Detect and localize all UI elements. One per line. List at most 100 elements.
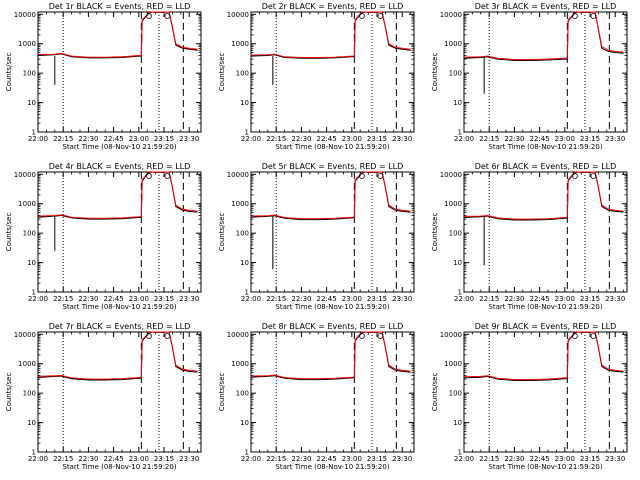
panel-det-4: Det 4r BLACK = Events, RED = LLD 1 10 100 10… (5, 162, 202, 311)
panel-det-5: Det 5r BLACK = Events, RED = LLD 1 10 100 10… (218, 162, 415, 311)
saturation-marker (359, 173, 365, 179)
saturation-marker (164, 13, 171, 19)
x-tick-label: 22:45 (317, 295, 337, 303)
panel-det-7: Det 7r BLACK = Events, RED = LLD 1 10 100 10… (5, 322, 202, 471)
saturation-marker (590, 13, 597, 19)
x-tick-label: 23:00 (129, 455, 149, 463)
y-tick-label: 1000 (444, 200, 462, 208)
x-tick-label: 22:30 (291, 455, 311, 463)
panel-title: Det 4r BLACK = Events, RED = LLD (49, 162, 191, 171)
x-axis-label: Start Time (08-Nov-10 21:59:20) (62, 463, 176, 471)
y-tick-label: 10000 (440, 171, 462, 179)
y-tick-label: 1000 (18, 200, 36, 208)
saturation-marker (572, 173, 578, 179)
lld-series-line (37, 11, 198, 58)
y-tick-label: 1000 (444, 360, 462, 368)
x-tick-label: 22:45 (530, 455, 550, 463)
y-tick-label: 10000 (14, 11, 36, 19)
x-axis-label: Start Time (08-Nov-10 21:59:20) (62, 143, 176, 151)
y-axis-label: Counts/sec (218, 373, 226, 412)
y-tick-label: 10000 (227, 11, 249, 19)
x-tick-label: 23:00 (555, 295, 575, 303)
x-tick-label: 22:45 (104, 455, 124, 463)
plot-frame (463, 171, 628, 293)
x-tick-label: 22:00 (28, 135, 48, 143)
x-tick-label: 23:15 (367, 135, 387, 143)
saturation-marker (146, 173, 152, 179)
saturation-marker (377, 333, 384, 339)
y-tick-label: 1 (32, 129, 36, 137)
x-tick-label: 22:00 (241, 295, 261, 303)
x-tick-label: 23:00 (129, 135, 149, 143)
x-tick-label: 23:30 (392, 455, 412, 463)
x-tick-label: 22:00 (454, 135, 474, 143)
y-tick-label: 10 (453, 99, 462, 107)
y-tick-label: 1 (245, 289, 249, 297)
x-tick-label: 23:30 (605, 455, 625, 463)
saturation-marker (590, 333, 597, 339)
x-tick-label: 22:15 (53, 135, 73, 143)
x-tick-label: 23:00 (129, 295, 149, 303)
y-axis-label: Counts/sec (218, 53, 226, 92)
y-tick-label: 10000 (14, 331, 36, 339)
saturation-marker (572, 13, 578, 19)
lld-series-line (463, 331, 624, 381)
panel-det-1: Det 1r BLACK = Events, RED = LLD 1 10 100 10… (5, 2, 202, 151)
panel-title: Det 1r BLACK = Events, RED = LLD (49, 2, 191, 11)
plot-frame (37, 171, 202, 293)
saturation-marker (377, 173, 384, 179)
x-tick-label: 23:00 (342, 295, 362, 303)
saturation-marker (164, 333, 171, 339)
x-tick-label: 22:00 (28, 455, 48, 463)
saturation-marker (572, 333, 578, 339)
panel-title: Det 7r BLACK = Events, RED = LLD (49, 322, 191, 331)
x-tick-label: 22:30 (504, 135, 524, 143)
y-axis-label: Counts/sec (5, 373, 13, 412)
y-tick-label: 10000 (440, 11, 462, 19)
x-tick-label: 22:45 (530, 135, 550, 143)
plot-frame (37, 331, 202, 453)
y-tick-label: 10 (240, 419, 249, 427)
x-tick-label: 23:30 (605, 135, 625, 143)
panel-det-3: Det 3r BLACK = Events, RED = LLD 1 10 100 10… (431, 2, 628, 151)
plot-frame (463, 331, 628, 453)
y-tick-label: 1000 (231, 200, 249, 208)
lld-series-line (37, 331, 198, 380)
x-tick-label: 22:15 (266, 295, 286, 303)
y-tick-label: 1000 (18, 40, 36, 48)
panel-title: Det 5r BLACK = Events, RED = LLD (262, 162, 404, 171)
saturation-marker (377, 13, 384, 19)
y-tick-label: 1000 (231, 40, 249, 48)
y-axis-label: Counts/sec (431, 373, 439, 412)
y-tick-label: 1000 (18, 360, 36, 368)
y-tick-label: 10 (240, 259, 249, 267)
lld-series-line (250, 11, 411, 58)
x-tick-label: 23:15 (154, 455, 174, 463)
x-tick-label: 23:15 (154, 295, 174, 303)
x-tick-label: 23:30 (179, 455, 199, 463)
saturation-marker (146, 13, 152, 19)
y-tick-label: 100 (23, 230, 36, 238)
plot-frame (250, 171, 415, 293)
y-tick-label: 100 (236, 230, 249, 238)
x-tick-label: 23:00 (555, 455, 575, 463)
x-tick-label: 22:30 (291, 295, 311, 303)
x-tick-label: 22:30 (504, 455, 524, 463)
y-tick-label: 1 (245, 449, 249, 457)
y-tick-label: 10 (453, 259, 462, 267)
y-tick-label: 1 (32, 449, 36, 457)
y-tick-label: 1 (458, 129, 462, 137)
x-tick-label: 23:15 (580, 295, 600, 303)
x-tick-label: 23:00 (342, 135, 362, 143)
x-tick-label: 22:15 (53, 455, 73, 463)
panel-title: Det 3r BLACK = Events, RED = LLD (475, 2, 617, 11)
x-tick-label: 22:15 (479, 135, 499, 143)
x-tick-label: 22:45 (104, 295, 124, 303)
x-tick-label: 23:15 (580, 455, 600, 463)
y-axis-label: Counts/sec (5, 53, 13, 92)
y-tick-label: 10 (27, 259, 36, 267)
y-tick-label: 1000 (231, 360, 249, 368)
x-tick-label: 22:00 (28, 295, 48, 303)
x-tick-label: 22:45 (317, 135, 337, 143)
